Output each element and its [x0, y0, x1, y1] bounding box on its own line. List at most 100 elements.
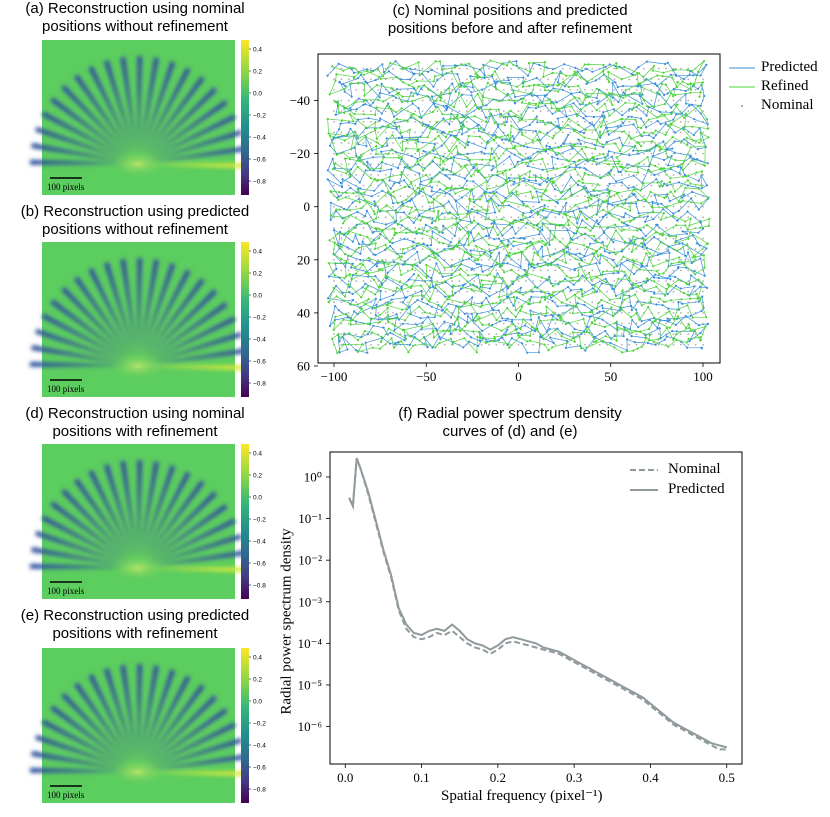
predicted-point [700, 253, 703, 256]
refined-point [600, 340, 604, 343]
siemens-star [30, 56, 246, 169]
predicted-point [537, 351, 541, 354]
refined-point [579, 108, 583, 111]
refined-point [455, 145, 458, 148]
refined-point [453, 66, 456, 69]
refined-point [548, 199, 551, 202]
refined-point [477, 232, 480, 235]
nominal-point [370, 269, 372, 272]
nominal-point [539, 173, 542, 176]
refined-point [518, 336, 521, 339]
refined-point [363, 191, 366, 194]
nominal-point [333, 88, 335, 91]
predicted-point [631, 192, 634, 195]
predicted-point [470, 91, 473, 94]
refined-point [469, 199, 472, 202]
nominal-point [340, 227, 343, 229]
refined-point [464, 325, 467, 328]
refined-point [333, 274, 336, 277]
predicted-point [597, 199, 600, 202]
refined-point [592, 225, 596, 228]
refined-point [665, 288, 668, 291]
predicted-point [613, 334, 617, 337]
refined-point [566, 341, 569, 344]
predicted-point [565, 115, 568, 118]
predicted-point [705, 286, 709, 289]
nominal-point [702, 280, 704, 282]
refined-point [578, 209, 582, 213]
refined-point [634, 102, 637, 105]
refined-point [440, 305, 443, 308]
panel-d-title-line1: (d) Reconstruction using nominal [25, 405, 245, 422]
refined-point [439, 315, 442, 318]
refined-point [411, 245, 414, 248]
predicted-point [506, 287, 510, 290]
refined-point [527, 302, 530, 306]
predicted-point [334, 113, 337, 116]
predicted-point [488, 295, 491, 298]
predicted-point [522, 212, 525, 215]
predicted-point [684, 254, 687, 257]
refined-point [622, 130, 626, 133]
refined-point [475, 273, 478, 276]
predicted-point [686, 184, 689, 187]
nominal-point [687, 205, 690, 208]
refined-point [459, 273, 462, 276]
refined-point [511, 222, 514, 225]
nominal-point [458, 67, 461, 70]
predicted-point [463, 243, 466, 246]
refined-point [651, 255, 654, 258]
nominal-point [657, 67, 660, 70]
predicted-point [531, 290, 534, 293]
nominal-point [429, 110, 431, 113]
predicted-point [490, 222, 493, 225]
predicted-point [541, 255, 544, 258]
predicted-point [364, 103, 367, 106]
refined-point [697, 104, 700, 107]
nominal-point [628, 88, 631, 91]
predicted-point [604, 65, 607, 68]
refined-point [417, 148, 420, 151]
nominal-point [554, 343, 557, 346]
predicted-point [644, 235, 647, 238]
refined-point [643, 131, 646, 134]
refined-point [588, 271, 591, 274]
refined-point [577, 275, 580, 278]
nominal-point [702, 131, 704, 134]
colorbar-tick-label: 0.0 [253, 90, 262, 97]
refined-point [361, 343, 364, 346]
psd-series-predicted [348, 457, 727, 749]
refined-point [565, 261, 568, 264]
refined-point [476, 77, 479, 80]
refined-point [374, 227, 377, 230]
predicted-point [633, 341, 636, 344]
refined-point [659, 145, 662, 148]
predicted-point [531, 94, 534, 97]
colorbar-tick-label: −0.2 [253, 516, 266, 523]
nominal-point [650, 142, 653, 144]
refined-point [566, 123, 569, 126]
predicted-point [623, 274, 627, 277]
refined-point [361, 220, 364, 223]
predicted-point [620, 262, 623, 265]
refined-point [459, 125, 463, 128]
refined-point [434, 220, 437, 223]
star-ray-dark [142, 471, 191, 560]
refined-point [617, 162, 620, 165]
refined-point [647, 306, 650, 309]
predicted-point [442, 64, 445, 67]
refined-point [607, 129, 610, 132]
nominal-point [473, 248, 476, 251]
predicted-point [460, 121, 463, 124]
refined-point [335, 295, 338, 298]
predicted-point [699, 331, 702, 335]
nominal-point [657, 290, 660, 293]
refined-point [692, 260, 695, 263]
scalebar-label-a: 100 pixels [47, 182, 85, 192]
predicted-point [627, 187, 630, 190]
refined-point [613, 266, 616, 269]
refined-point [464, 146, 467, 149]
nominal-point [347, 269, 350, 272]
refined-point [601, 70, 604, 73]
refined-point [463, 85, 466, 88]
